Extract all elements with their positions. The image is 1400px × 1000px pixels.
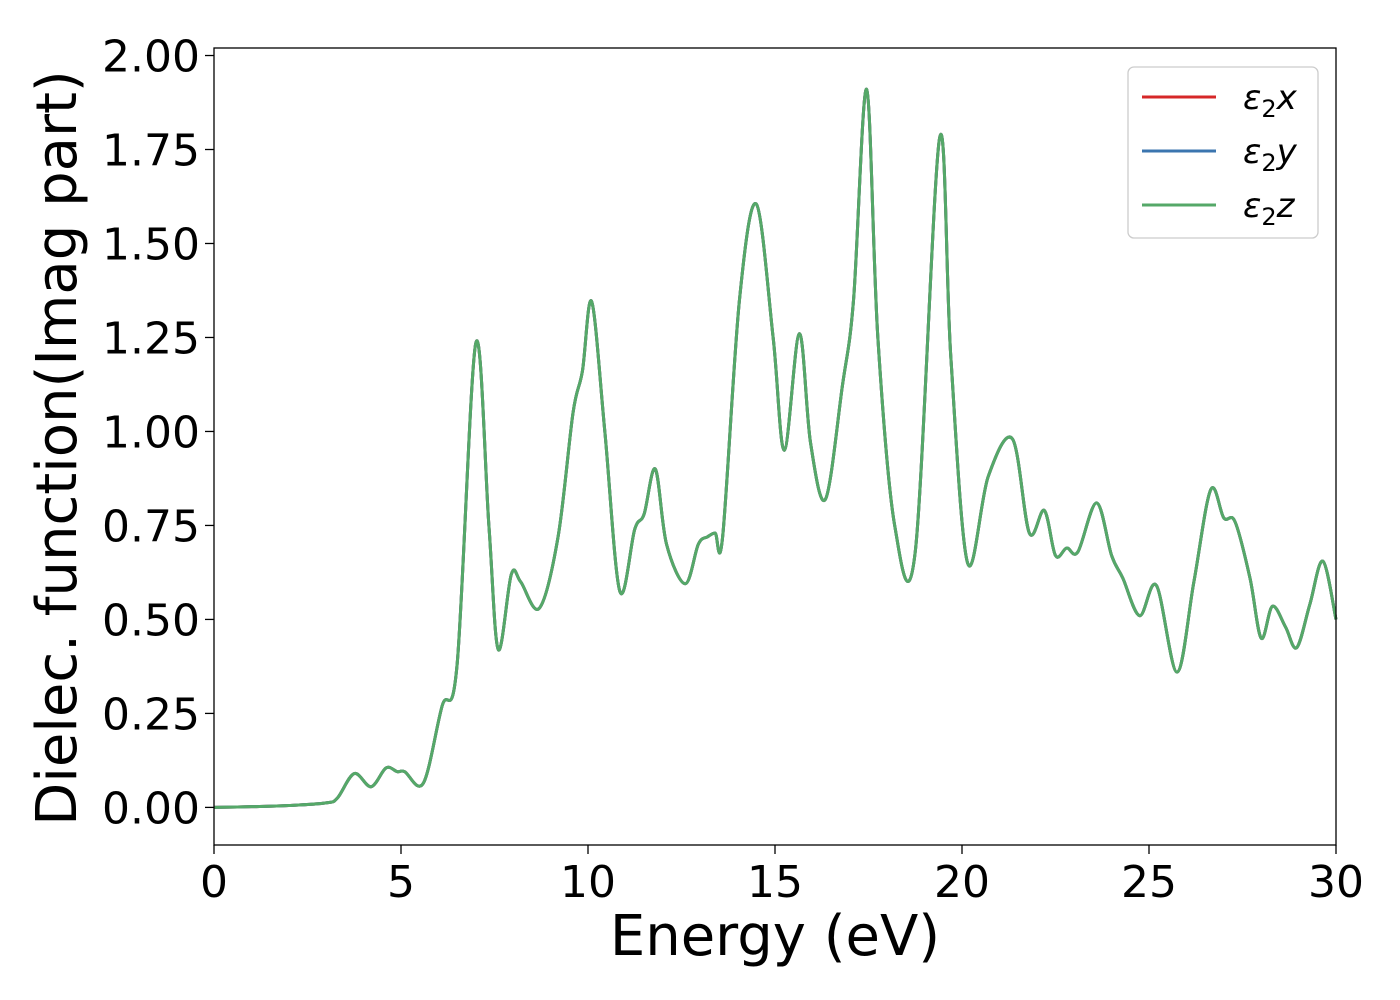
x-axis: 0 5 10 15 20 25 30 [200, 845, 1364, 908]
x-tick-label: 5 [387, 857, 415, 908]
legend-box [1127, 66, 1319, 239]
y-tick-label: 1.00 [102, 407, 200, 458]
x-tick-label: 0 [200, 857, 228, 908]
x-tick-label: 15 [747, 857, 803, 908]
y-axis-title: Dielec. function(Imag part) [25, 70, 90, 826]
y-tick-label: 1.50 [102, 219, 200, 270]
y-tick-label: 1.25 [102, 313, 200, 364]
legend: ε2x ε2y ε2z [1127, 66, 1319, 239]
y-tick-label: 2.00 [102, 32, 200, 83]
y-tick-label: 0.50 [102, 595, 200, 646]
y-tick-label: 0.00 [102, 783, 200, 834]
series-line-2 [213, 87, 1338, 809]
y-axis: 0.00 0.25 0.50 0.75 1.00 1.25 1.50 1.75 2.00 [102, 32, 214, 834]
x-tick-label: 10 [560, 857, 616, 908]
x-tick-label: 20 [934, 857, 990, 908]
y-tick-label: 0.75 [102, 501, 200, 552]
legend-label-2: ε2z [1243, 186, 1296, 231]
series-lines [213, 87, 1338, 809]
legend-label-1: ε2y [1243, 132, 1298, 177]
x-tick-label: 30 [1308, 857, 1364, 908]
y-tick-label: 1.75 [102, 126, 200, 177]
x-tick-label: 25 [1121, 857, 1177, 908]
legend-label-0: ε2x [1243, 78, 1298, 123]
y-tick-label: 0.25 [102, 689, 200, 740]
x-axis-title: Energy (eV) [610, 904, 940, 969]
